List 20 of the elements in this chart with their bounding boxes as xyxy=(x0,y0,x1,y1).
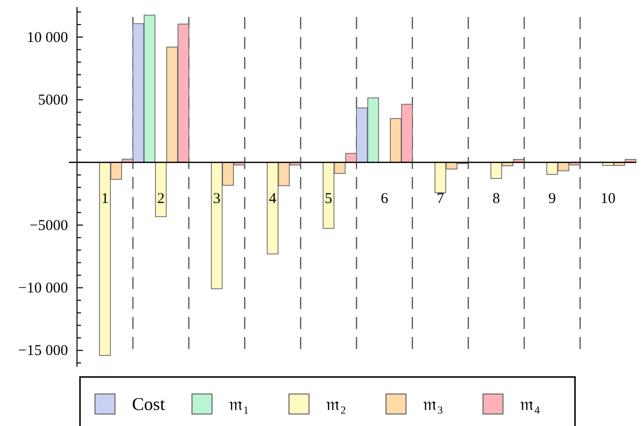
y-tick-label: 10 000 xyxy=(26,30,68,46)
x-tick-label: 3 xyxy=(213,191,220,208)
legend-label: Cost xyxy=(132,394,166,414)
y-tick-label: 5000 xyxy=(38,92,68,109)
x-tick-label: 8 xyxy=(492,191,500,208)
legend-label: 𝔪₃ xyxy=(423,394,444,414)
legend-label: 𝔪₁ xyxy=(229,394,250,414)
x-tick-label: 2 xyxy=(157,191,165,208)
y-tick-label: −10 000 xyxy=(18,280,68,297)
y-tick-label: −15 000 xyxy=(18,343,68,360)
legend-label: 𝔪₄ xyxy=(520,394,540,414)
legend-label: 𝔪₂ xyxy=(326,394,346,414)
x-tick-label: 7 xyxy=(436,191,445,208)
y-tick-label: −5000 xyxy=(30,218,68,234)
x-tick-label: 10 xyxy=(600,191,616,208)
x-tick-label: 1 xyxy=(101,191,109,208)
x-tick-label: 9 xyxy=(548,191,556,208)
x-tick-label: 4 xyxy=(268,191,277,208)
x-tick-label: 6 xyxy=(380,191,389,208)
x-tick-label: 5 xyxy=(324,191,332,208)
